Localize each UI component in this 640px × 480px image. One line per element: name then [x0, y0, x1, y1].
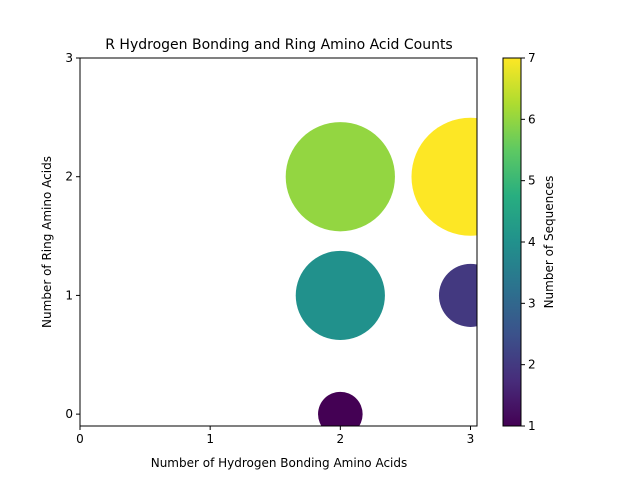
- colorbar-tick-label: 3: [528, 296, 536, 310]
- y-tick-label: 1: [65, 288, 73, 302]
- x-axis-label: Number of Hydrogen Bonding Amino Acids: [151, 456, 408, 470]
- colorbar-tick-label: 5: [528, 174, 536, 188]
- colorbar-tick-label: 4: [528, 235, 536, 249]
- x-tick-label: 2: [337, 432, 345, 446]
- bubble-point: [411, 117, 477, 236]
- bubble-layer: [285, 117, 477, 426]
- colorbar-label: Number of Sequences: [542, 176, 556, 309]
- x-tick-label: 1: [206, 432, 214, 446]
- x-tick-label: 3: [467, 432, 475, 446]
- colorbar: 1 2 3 4 5 6 7 Number of Sequences: [502, 51, 556, 433]
- colorbar-tick-label: 6: [528, 112, 536, 126]
- bubble-point: [318, 391, 363, 426]
- colorbar-tick-label: 2: [528, 358, 536, 372]
- bubble-point: [438, 263, 477, 327]
- bubble-point: [285, 122, 395, 232]
- plot-frame: [79, 57, 478, 427]
- colorbar-tick-label: 1: [528, 419, 536, 433]
- colorbar-gradient: [502, 57, 522, 427]
- chart-title: R Hydrogen Bonding and Ring Amino Acid C…: [105, 37, 452, 53]
- y-tick-label: 3: [65, 51, 73, 65]
- y-tick-label: 2: [65, 170, 73, 184]
- x-axis-ticks: 0 1 2 3: [76, 426, 474, 446]
- colorbar-ticks: 1 2 3 4 5 6 7: [521, 51, 536, 433]
- bubble-point: [295, 250, 385, 341]
- y-axis-label: Number of Ring Amino Acids: [40, 156, 54, 328]
- y-tick-label: 0: [65, 407, 73, 421]
- y-axis-ticks: 0 1 2 3: [65, 51, 80, 421]
- x-tick-label: 0: [76, 432, 84, 446]
- colorbar-tick-label: 7: [528, 51, 536, 65]
